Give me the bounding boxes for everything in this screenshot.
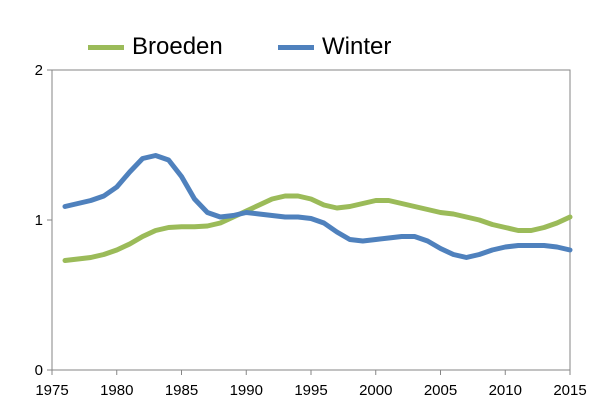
y-tick-label: 0 [35,362,43,379]
legend-swatch-broeden [88,44,124,50]
legend-item-winter: Winter [278,32,391,62]
x-tick-label: 2015 [553,382,586,399]
legend-label-broeden: Broeden [132,33,223,60]
x-tick-label: 1995 [294,382,327,399]
x-tick-label: 1990 [230,382,263,399]
legend-swatch-winter [278,44,314,50]
x-tick-label: 2000 [359,382,392,399]
x-tick-label: 1980 [100,382,133,399]
y-tick-label: 2 [35,62,43,79]
x-tick-label: 1985 [165,382,198,399]
x-tick-label: 2005 [424,382,457,399]
legend-item-broeden: Broeden [88,32,223,62]
series-line-winter [62,153,573,260]
series-line-broeden [62,193,573,263]
x-tick-label: 1975 [35,382,68,399]
x-tick-label: 2010 [489,382,522,399]
y-tick-label: 1 [35,212,43,229]
legend-label-winter: Winter [322,33,392,60]
